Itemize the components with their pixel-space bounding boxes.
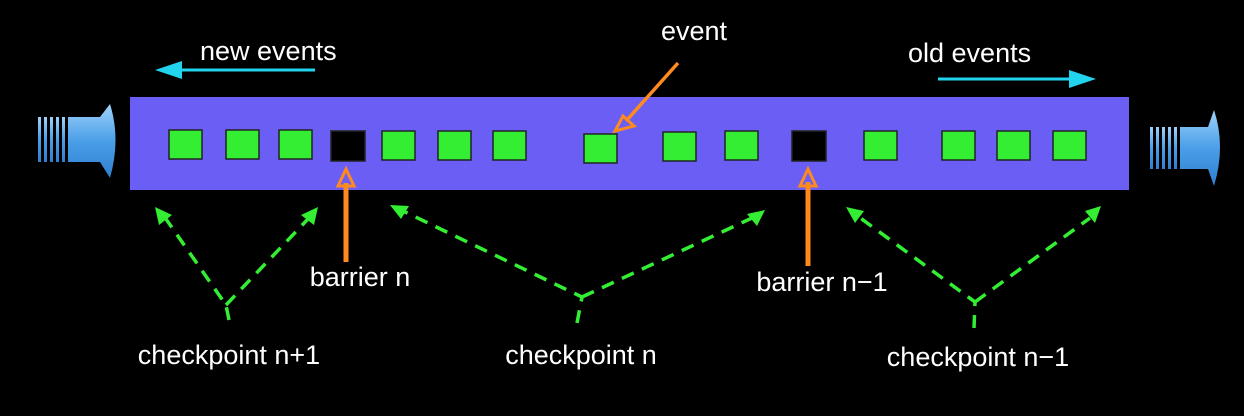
barrier-n-square — [330, 130, 366, 162]
event-square — [662, 131, 697, 162]
checkpoint-n-plus-1-arrowheads-icon — [155, 207, 318, 225]
barrier-n-pointer-arrow-icon — [335, 165, 357, 262]
event-square — [941, 130, 976, 161]
barrier-n-minus-1-square — [791, 130, 827, 162]
checkpoint-n-arrowheads-icon — [390, 205, 765, 226]
checkpoint-n-minus-1-label: checkpoint n−1 — [886, 342, 1070, 372]
event-square — [225, 129, 260, 160]
event-square — [996, 130, 1031, 161]
output-flow-arrow-icon — [1150, 110, 1220, 186]
old-events-label: old events — [908, 38, 1032, 68]
event-square — [492, 130, 527, 161]
event-square — [724, 130, 759, 161]
event-label: event — [660, 16, 728, 46]
barrier-n-label: barrier n — [309, 262, 411, 292]
checkpoint-n-arrows-icon — [402, 209, 753, 324]
new-events-direction-arrow-icon — [155, 61, 315, 79]
checkpoint-n-plus-1-arrows-icon — [164, 217, 310, 321]
checkpoint-n-label: checkpoint n — [505, 340, 657, 370]
event-square — [437, 130, 472, 161]
checkpoint-n-minus-1-arrows-icon — [857, 215, 1092, 329]
event-square — [381, 130, 416, 161]
barrier-n-minus-1-pointer-arrow-icon — [797, 165, 819, 266]
input-flow-arrow-icon — [38, 104, 116, 178]
new-events-label: new events — [200, 36, 337, 66]
event-square — [1052, 130, 1087, 161]
checkpoint-n-minus-1-arrowheads-icon — [846, 206, 1101, 223]
event-square — [168, 129, 203, 160]
event-square — [278, 129, 313, 160]
event-pointer-arrow-icon — [612, 61, 680, 134]
barrier-n-minus-1-label: barrier n−1 — [756, 267, 888, 297]
checkpoint-n-plus-1-label: checkpoint n+1 — [137, 340, 321, 370]
event-square — [863, 130, 898, 161]
old-events-direction-arrow-icon — [938, 70, 1096, 88]
event-square-highlighted — [583, 133, 618, 164]
